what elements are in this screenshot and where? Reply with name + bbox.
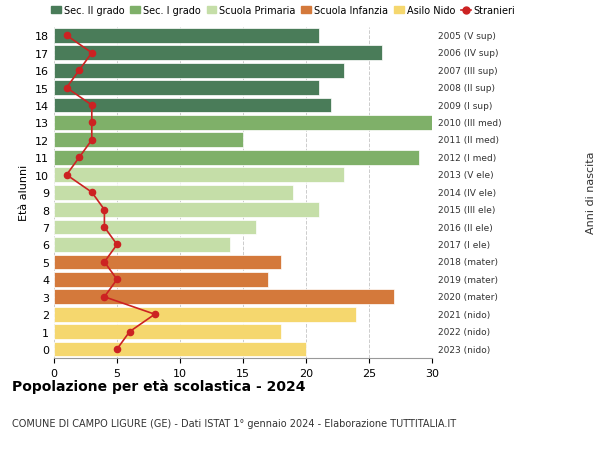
Bar xyxy=(54,46,382,61)
Text: 2019 (mater): 2019 (mater) xyxy=(438,275,498,284)
Bar xyxy=(54,151,419,165)
Bar xyxy=(54,307,356,322)
Point xyxy=(62,85,71,92)
Point xyxy=(62,172,71,179)
Bar xyxy=(54,290,394,304)
Point xyxy=(100,207,109,214)
Text: 2006 (IV sup): 2006 (IV sup) xyxy=(438,49,499,58)
Point xyxy=(100,259,109,266)
Bar xyxy=(54,168,344,183)
Text: 2023 (nido): 2023 (nido) xyxy=(438,345,490,354)
Bar xyxy=(54,81,319,96)
Point xyxy=(87,137,97,144)
Text: 2008 (II sup): 2008 (II sup) xyxy=(438,84,495,93)
Point xyxy=(112,346,122,353)
Text: 2020 (mater): 2020 (mater) xyxy=(438,293,498,302)
Bar xyxy=(54,133,243,148)
Bar xyxy=(54,116,432,131)
Text: 2011 (II med): 2011 (II med) xyxy=(438,136,499,145)
Bar xyxy=(54,272,268,287)
Bar xyxy=(54,64,344,78)
Point xyxy=(87,50,97,57)
Y-axis label: Età alunni: Età alunni xyxy=(19,165,29,221)
Text: 2017 (I ele): 2017 (I ele) xyxy=(438,241,490,249)
Bar xyxy=(54,98,331,113)
Text: Popolazione per età scolastica - 2024: Popolazione per età scolastica - 2024 xyxy=(12,379,305,393)
Text: 2013 (V ele): 2013 (V ele) xyxy=(438,171,494,180)
Text: 2015 (III ele): 2015 (III ele) xyxy=(438,206,496,215)
Point xyxy=(125,328,134,336)
Bar xyxy=(54,238,230,252)
Text: 2014 (IV ele): 2014 (IV ele) xyxy=(438,188,496,197)
Text: 2010 (III med): 2010 (III med) xyxy=(438,119,502,128)
Text: 2005 (V sup): 2005 (V sup) xyxy=(438,32,496,41)
Point xyxy=(112,241,122,249)
Point xyxy=(100,293,109,301)
Text: 2021 (nido): 2021 (nido) xyxy=(438,310,490,319)
Text: 2009 (I sup): 2009 (I sup) xyxy=(438,101,493,110)
Point xyxy=(112,276,122,283)
Point xyxy=(74,67,84,75)
Point xyxy=(62,33,71,40)
Text: 2022 (nido): 2022 (nido) xyxy=(438,327,490,336)
Text: 2007 (III sup): 2007 (III sup) xyxy=(438,67,497,76)
Point xyxy=(74,154,84,162)
Text: 2018 (mater): 2018 (mater) xyxy=(438,258,498,267)
Text: 2012 (I med): 2012 (I med) xyxy=(438,153,496,162)
Bar xyxy=(54,220,256,235)
Bar xyxy=(54,203,319,218)
Point xyxy=(87,189,97,196)
Bar xyxy=(54,255,281,270)
Point xyxy=(87,102,97,110)
Bar xyxy=(54,29,319,44)
Point xyxy=(87,119,97,127)
Point xyxy=(150,311,160,318)
Bar xyxy=(54,185,293,200)
Text: Anni di nascita: Anni di nascita xyxy=(586,151,596,234)
Text: 2016 (II ele): 2016 (II ele) xyxy=(438,223,493,232)
Bar xyxy=(54,342,306,357)
Text: COMUNE DI CAMPO LIGURE (GE) - Dati ISTAT 1° gennaio 2024 - Elaborazione TUTTITAL: COMUNE DI CAMPO LIGURE (GE) - Dati ISTAT… xyxy=(12,418,456,428)
Bar xyxy=(54,325,281,339)
Point xyxy=(100,224,109,231)
Legend: Sec. II grado, Sec. I grado, Scuola Primaria, Scuola Infanzia, Asilo Nido, Stran: Sec. II grado, Sec. I grado, Scuola Prim… xyxy=(52,6,515,16)
